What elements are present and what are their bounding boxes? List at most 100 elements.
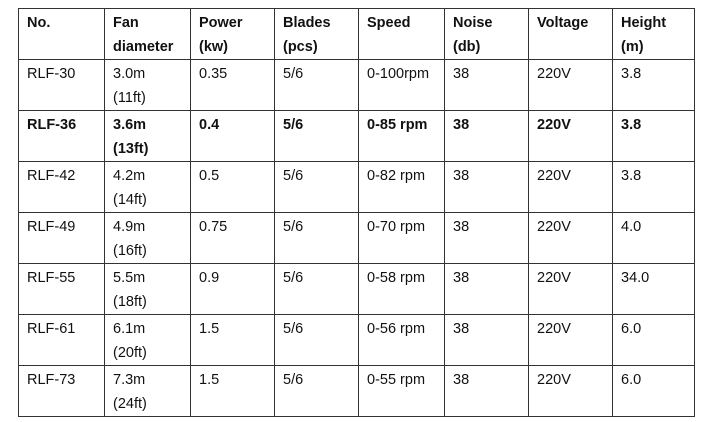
table-cell: 3.8: [612, 161, 695, 213]
table-cell: 220V: [528, 110, 613, 162]
table-cell: 3.0m (11ft): [104, 59, 191, 111]
cell-text: 5/6: [283, 168, 304, 184]
table-cell: Noise (db): [444, 8, 529, 60]
table-cell: 0-56 rpm: [358, 314, 445, 366]
cell-text: 0.9: [199, 270, 220, 286]
cell-text: 5/6: [283, 321, 304, 337]
table-cell: 6.0: [612, 314, 695, 366]
cell-text: RLF-73: [27, 372, 76, 388]
cell-text: 0-55 rpm: [367, 372, 426, 388]
table-cell: 4.0: [612, 212, 695, 264]
table-cell: 0.35: [190, 59, 275, 111]
cell-text: 220V: [537, 168, 571, 184]
cell-text: No.: [27, 15, 51, 31]
cell-text: 5/6: [283, 372, 304, 388]
cell-text: RLF-36: [27, 117, 77, 133]
table-cell: 5.5m (18ft): [104, 263, 191, 315]
cell-text: Speed: [367, 15, 411, 31]
table-cell: 0-82 rpm: [358, 161, 445, 213]
table-cell: 38: [444, 212, 529, 264]
table-cell: 5/6: [274, 263, 359, 315]
cell-text: 6.1m (20ft): [113, 321, 147, 361]
table-cell: 0.4: [190, 110, 275, 162]
table-cell: 0-85 rpm: [358, 110, 445, 162]
cell-text: 5/6: [283, 270, 304, 286]
table-cell: 5/6: [274, 212, 359, 264]
table-cell: 34.0: [612, 263, 695, 315]
table-row: RLF-73 7.3m (24ft) 1.5 5/6 0-55 rpm 38 220V 6.0: [18, 365, 695, 417]
cell-text: 220V: [537, 117, 571, 133]
cell-text: 3.6m (13ft): [113, 117, 149, 157]
cell-text: 220V: [537, 372, 571, 388]
cell-text: 220V: [537, 321, 571, 337]
table-cell: Height (m): [612, 8, 695, 60]
cell-text: 5/6: [283, 66, 304, 82]
table-cell: Blades (pcs): [274, 8, 359, 60]
cell-text: Blades (pcs): [283, 15, 331, 55]
cell-text: 220V: [537, 219, 571, 235]
table-cell: 3.8: [612, 110, 695, 162]
table-cell: Voltage: [528, 8, 613, 60]
table-row: RLF-55 5.5m (18ft) 0.9 5/6 0-58 rpm 38 220V 34.…: [18, 263, 695, 315]
table-row: RLF-61 6.1m (20ft) 1.5 5/6 0-56 rpm 38 220V 6.0: [18, 314, 695, 366]
cell-text: 5/6: [283, 219, 304, 235]
table-cell: 3.6m (13ft): [104, 110, 191, 162]
cell-text: 38: [453, 117, 470, 133]
cell-text: 38: [453, 270, 470, 286]
cell-text: 38: [453, 321, 470, 337]
table-cell: 4.9m (16ft): [104, 212, 191, 264]
table-cell: 220V: [528, 212, 613, 264]
spec-table: No. Fan diameter Power (kw) Blades (pcs) Spe…: [18, 8, 695, 417]
cell-text: RLF-61: [27, 321, 76, 337]
cell-text: 38: [453, 372, 470, 388]
table-cell: RLF-55: [18, 263, 105, 315]
cell-text: 0-70 rpm: [367, 219, 426, 235]
cell-text: 5/6: [283, 117, 304, 133]
table-cell: 220V: [528, 263, 613, 315]
table-cell: 38: [444, 263, 529, 315]
cell-text: Fan diameter: [113, 15, 174, 55]
table-cell: RLF-36: [18, 110, 105, 162]
cell-text: 38: [453, 168, 470, 184]
cell-text: 6.0: [621, 321, 642, 337]
table-cell: Speed: [358, 8, 445, 60]
table-cell: 5/6: [274, 365, 359, 417]
cell-text: 0.5: [199, 168, 220, 184]
cell-text: 4.0: [621, 219, 642, 235]
cell-text: 3.0m (11ft): [113, 66, 146, 106]
header-row: No. Fan diameter Power (kw) Blades (pcs) Spe…: [18, 8, 695, 60]
table-cell: 0-55 rpm: [358, 365, 445, 417]
cell-text: Noise (db): [453, 15, 493, 55]
cell-text: 7.3m (24ft): [113, 372, 147, 412]
cell-text: 3.8: [621, 168, 642, 184]
cell-text: 0-100rpm: [367, 66, 430, 82]
table-cell: Fan diameter: [104, 8, 191, 60]
table-cell: RLF-61: [18, 314, 105, 366]
table-cell: 6.1m (20ft): [104, 314, 191, 366]
cell-text: 5.5m (18ft): [113, 270, 147, 310]
cell-text: 0.4: [199, 117, 220, 133]
table-cell: 0.9: [190, 263, 275, 315]
cell-text: RLF-55: [27, 270, 76, 286]
table-cell: 5/6: [274, 110, 359, 162]
table-cell: 5/6: [274, 59, 359, 111]
cell-text: 6.0: [621, 372, 642, 388]
table-cell: 38: [444, 365, 529, 417]
cell-text: Height (m): [621, 15, 667, 55]
table-cell: 5/6: [274, 161, 359, 213]
cell-text: 34.0: [621, 270, 650, 286]
table-cell: No.: [18, 8, 105, 60]
table-row: RLF-36 3.6m (13ft) 0.4 5/6 0-85 rpm 38 220V 3.8: [18, 110, 695, 162]
table-row: RLF-42 4.2m (14ft) 0.5 5/6 0-82 rpm 38 220V 3.8: [18, 161, 695, 213]
cell-text: 0.75: [199, 219, 228, 235]
table-cell: 3.8: [612, 59, 695, 111]
cell-text: 1.5: [199, 321, 220, 337]
table-row: RLF-49 4.9m (16ft) 0.75 5/6 0-70 rpm 38 220V 4.…: [18, 212, 695, 264]
cell-text: 0-56 rpm: [367, 321, 426, 337]
cell-text: 0-58 rpm: [367, 270, 426, 286]
table-cell: 38: [444, 110, 529, 162]
table-cell: RLF-73: [18, 365, 105, 417]
cell-text: 3.8: [621, 117, 642, 133]
cell-text: 0.35: [199, 66, 228, 82]
